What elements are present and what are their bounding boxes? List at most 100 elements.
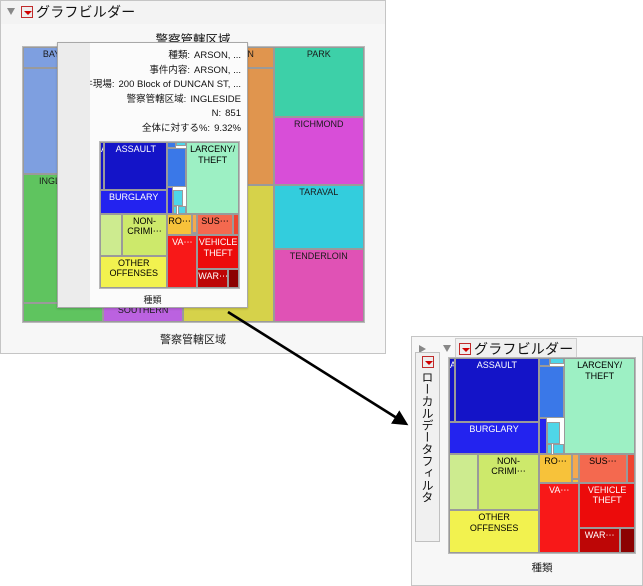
- secondary-treemap-tile-category[interactable]: RO⋯: [539, 453, 572, 483]
- tooltip-row: 種類: ARSON, ...: [62, 49, 241, 64]
- tooltip-treemap-tile-label: VA⋯: [172, 237, 193, 248]
- secondary-treemap-tile-category[interactable]: BURGLARY: [449, 422, 540, 454]
- tooltip-treemap-tile-category[interactable]: ASSAULT: [104, 142, 168, 191]
- tooltip-treemap-tile-category[interactable]: [191, 213, 198, 233]
- local-data-filter-strip[interactable]: ローカルデータフィルタ: [415, 352, 440, 542]
- secondary-outer-disclosure[interactable]: [419, 341, 428, 358]
- secondary-treemap-tile-category[interactable]: [550, 358, 565, 364]
- tooltip-row-value: 9.32%: [214, 122, 241, 134]
- tooltip-row-separator: :: [187, 64, 191, 76]
- secondary-treemap-tile-category[interactable]: WAR⋯: [579, 527, 621, 553]
- secondary-treemap-tile-label: LARCENY/ THEFT: [577, 360, 623, 381]
- secondary-treemap-tile-label: VEHICLE THEFT: [587, 484, 627, 506]
- secondary-treemap-tile-label: RO⋯: [544, 455, 567, 466]
- tooltip-treemap-tile-label: LARCENY/ THEFT: [190, 144, 236, 165]
- secondary-treemap-tile-category[interactable]: [546, 422, 560, 444]
- secondary-x-axis-label: 種類: [531, 562, 553, 574]
- secondary-treemap-tile-label: OTHER OFFENSES: [469, 512, 519, 533]
- tooltip-treemap-tile-category[interactable]: BURGLARY: [100, 190, 168, 214]
- main-window-title: グラフビルダー: [7, 1, 138, 22]
- tooltip-treemap-tile-category[interactable]: OTHER OFFENSES: [100, 255, 168, 288]
- tooltip-treemap-tile-category[interactable]: [177, 206, 187, 214]
- tooltip-row-separator: :: [207, 122, 211, 134]
- treemap-tile-district[interactable]: RICHMOND: [273, 117, 364, 185]
- secondary-treemap-tile-category[interactable]: VEHICLE THEFT: [579, 482, 635, 528]
- local-data-filter-label: ローカルデータフィルタ: [420, 371, 434, 503]
- tooltip-row-label: 事件現場: [73, 79, 112, 90]
- tooltip-treemap-tile-label: NON- CRIMI⋯: [127, 215, 162, 237]
- tooltip-treemap-tile-category[interactable]: LARCENY/ THEFT: [186, 142, 239, 214]
- tooltip-treemap-tile-category[interactable]: [167, 142, 176, 148]
- tooltip-treemap-tile-category[interactable]: [232, 213, 239, 236]
- tooltip-treemap-tile-label: BURGLARY: [109, 192, 159, 203]
- tooltip-treemap-tile-category[interactable]: NON- CRIMI⋯: [121, 213, 168, 256]
- secondary-treemap-tile-label: ASSAULT: [476, 360, 518, 370]
- red-triangle-menu-icon[interactable]: [421, 356, 434, 368]
- tooltip-row: 警察管轄区域: INGLESIDE: [62, 93, 241, 108]
- tooltip-treemap-tile-category[interactable]: [191, 232, 198, 236]
- tooltip-row-separator: :: [187, 50, 191, 61]
- main-x-axis-label: 警察管轄区域: [160, 334, 226, 346]
- disclosure-triangle-open-icon[interactable]: [443, 344, 452, 353]
- treemap-tile-label: TENDERLOIN: [289, 251, 348, 262]
- secondary-window-title-text: グラフビルダー: [474, 340, 574, 357]
- secondary-treemap-tile-label: ASSAULT: [450, 359, 454, 370]
- secondary-treemap-plot[interactable]: ASSAULT ASSAULT BURGLARY LARCENY/ THEFT NON-…: [448, 357, 636, 554]
- tooltip-row-value: ARSON, ...: [194, 64, 241, 76]
- tooltip-row-value: 200 Block of DUNCAN ST, ...: [118, 79, 241, 90]
- treemap-tile-district[interactable]: PARK: [273, 47, 364, 118]
- tooltip-row-separator: :: [183, 93, 187, 105]
- tooltip-row-value: INGLESIDE: [190, 93, 241, 105]
- tooltip-treemap-tile-label: WAR⋯: [198, 271, 228, 282]
- disclosure-triangle-open-icon[interactable]: [7, 7, 16, 16]
- tooltip-treemap-tile-category[interactable]: SUS⋯: [197, 213, 233, 236]
- secondary-treemap-tile-category[interactable]: [539, 358, 551, 366]
- tooltip-treemap-tile-label: ASSAULT: [101, 143, 103, 154]
- treemap-tile-district[interactable]: TARAVAL: [273, 184, 364, 250]
- tooltip-row: 事件内容: ARSON, ...: [62, 64, 241, 79]
- secondary-treemap-tile-category[interactable]: ASSAULT: [454, 358, 540, 423]
- tooltip-treemap-tile-category[interactable]: RO⋯: [167, 213, 192, 236]
- secondary-treemap-tile-category[interactable]: [546, 443, 553, 454]
- secondary-treemap-tile-category[interactable]: [449, 453, 478, 511]
- tooltip-row-value: ARSON, ...: [194, 50, 241, 61]
- tooltip-treemap-tile-category[interactable]: [172, 206, 178, 214]
- treemap-tile-label: TARAVAL: [299, 186, 339, 197]
- secondary-treemap-tile-category[interactable]: LARCENY/ THEFT: [564, 358, 635, 454]
- tooltip-row-separator: :: [218, 108, 222, 119]
- red-triangle-menu-icon[interactable]: [459, 342, 471, 355]
- secondary-treemap-tile-category[interactable]: ASSAULT: [449, 358, 455, 423]
- secondary-treemap-tile-category[interactable]: OTHER OFFENSES: [449, 510, 540, 553]
- tooltip-treemap-tile-category[interactable]: VA⋯: [167, 235, 198, 288]
- treemap-tile-district[interactable]: TENDERLOIN: [273, 249, 364, 322]
- secondary-treemap-tile-category[interactable]: [620, 527, 635, 553]
- tooltip-row-separator: :: [111, 79, 115, 90]
- tooltip-treemap-tile-category[interactable]: ASSAULT: [100, 142, 105, 191]
- tooltip-treemap-tile-category[interactable]: [172, 190, 183, 207]
- secondary-treemap-tile-category[interactable]: NON- CRIMI⋯: [477, 453, 540, 511]
- secondary-treemap-tile-category[interactable]: [553, 443, 565, 454]
- red-triangle-menu-icon[interactable]: [21, 5, 33, 18]
- secondary-treemap-tile-category[interactable]: VA⋯: [539, 482, 580, 553]
- secondary-treemap-tile-label: BURGLARY: [469, 424, 519, 435]
- secondary-treemap-tile-category[interactable]: [539, 365, 565, 419]
- secondary-treemap-tile-category[interactable]: [571, 453, 580, 479]
- tooltip-treemap-tile-category[interactable]: [100, 213, 122, 256]
- secondary-treemap-tile-category[interactable]: [626, 453, 635, 483]
- secondary-treemap-tile-category[interactable]: SUS⋯: [579, 453, 627, 483]
- tooltip-treemap-tile-label: RO⋯: [168, 215, 191, 226]
- tooltip-row-label: 種類: [168, 50, 188, 61]
- secondary-treemap-tile-category[interactable]: [539, 418, 547, 454]
- disclosure-triangle-closed-icon[interactable]: [419, 345, 428, 354]
- secondary-treemap-tile-label: VA⋯: [549, 484, 570, 495]
- treemap-tile-label: PARK: [306, 49, 331, 59]
- tooltip-treemap-tile-category[interactable]: [227, 269, 239, 288]
- secondary-treemap-tile-category[interactable]: [571, 478, 580, 483]
- tooltip-treemap-tile-category[interactable]: [167, 187, 173, 214]
- tooltip-treemap-tile-category[interactable]: [175, 142, 187, 147]
- tooltip-treemap-tile-category[interactable]: VEHICLE THEFT: [197, 235, 239, 270]
- tooltip-treemap-tile-category[interactable]: [167, 147, 187, 188]
- tooltip-treemap-tile-category[interactable]: WAR⋯: [197, 269, 228, 288]
- secondary-treemap-tile-label: SUS⋯: [589, 455, 617, 466]
- tooltip-row: N:851: [62, 107, 241, 122]
